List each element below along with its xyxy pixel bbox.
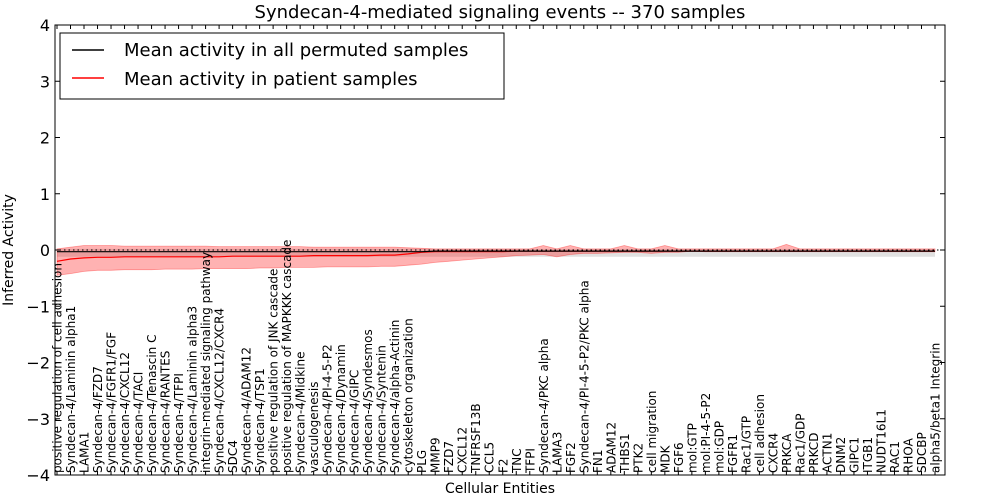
x-tick-label: SDCBP	[915, 432, 929, 473]
y-tick-label: −2	[26, 354, 50, 373]
x-tick-label: positive regulation of JNK cascade	[267, 269, 281, 473]
x-tick-label: Syndecan-4/Syntenin	[375, 345, 389, 473]
x-tick-label: FGF6	[672, 442, 686, 473]
x-tick-label: Syndecan-4/RANTES	[159, 351, 173, 473]
x-tick-label: Rac1/GDP	[793, 413, 807, 472]
legend-box	[59, 32, 505, 100]
x-tick-label: FZD7	[442, 441, 456, 473]
x-tick-label: Syndecan-4/TFPI	[172, 373, 186, 473]
x-tick-label: ACTN1	[820, 433, 834, 473]
x-tick-label: Syndecan-4/Midkine	[294, 351, 308, 472]
x-tick-label: RAC1	[888, 441, 902, 473]
y-tick-label: 3	[40, 72, 50, 91]
x-tick-label: Syndecan-4/ADAM12	[240, 347, 254, 473]
x-tick-label: integrin-mediated signaling pathway	[199, 252, 213, 473]
x-tick-label: Syndecan-4/CXCL12	[118, 352, 132, 473]
series-line-layer	[56, 250, 935, 262]
x-tick-label: ITGB1	[861, 437, 875, 473]
x-tick-label: RHOA	[902, 437, 916, 473]
x-tick-label: F2	[496, 458, 510, 473]
x-tick-label: mol:GDP	[712, 421, 726, 473]
x-tick-label: MDK	[658, 444, 672, 473]
x-tick-label: Syndecan-4/CXCL12/CXCR4	[213, 308, 227, 473]
x-tick-label: Syndecan-4/alpha-Actinin	[388, 320, 402, 473]
x-tick-label: Syndecan-4/PI-4-5-P2	[321, 344, 335, 473]
x-tick-label: vasculogenesis	[307, 382, 321, 473]
x-tick-label: Syndecan-4/Laminin alpha1	[64, 306, 78, 473]
y-tick-label: 0	[40, 241, 50, 260]
x-tick-label: cell adhesion	[753, 394, 767, 473]
x-tick-label: Syndecan-4/PKC alpha	[537, 338, 551, 473]
x-tick-label: LAMA3	[550, 432, 564, 473]
y-tick-label: −3	[26, 410, 50, 429]
x-tick-label: GIPC1	[848, 437, 862, 473]
x-tick-label: PRKCD	[807, 433, 821, 473]
x-tick-label: TFPI	[523, 448, 537, 474]
x-tick-label: MMP9	[429, 437, 443, 473]
y-axis-label: Inferred Activity	[1, 194, 17, 306]
x-axis-ticks: positive regulation of cell adhesion Synd…	[51, 25, 943, 475]
x-axis-label: Cellular Entities	[445, 481, 555, 497]
x-tick-label: CCL5	[483, 442, 497, 473]
y-tick-label: 2	[40, 129, 50, 148]
x-tick-label: Syndecan-4/PI-4-5-P2/PKC alpha	[577, 280, 591, 473]
x-tick-label: Syndecan-4/Syndesmos	[361, 329, 375, 473]
x-tick-label: PRKCA	[780, 433, 794, 473]
y-tick-label: 4	[40, 16, 50, 35]
legend-label-permuted: Mean activity in all permuted samples	[124, 40, 468, 61]
permuted-mean-line	[57, 250, 935, 253]
x-tick-label: alpha5/beta1 Integrin	[929, 343, 943, 473]
y-tick-label: −4	[26, 466, 50, 485]
x-tick-label: TNFRSF13B	[469, 403, 483, 474]
legend: Mean activity in all permuted samples Me…	[59, 32, 505, 100]
legend-label-patient: Mean activity in patient samples	[124, 69, 418, 90]
x-tick-label: Syndecan-4/Laminin alpha3	[186, 306, 200, 473]
x-tick-label: Syndecan-4/FGFR1/FGF	[105, 332, 119, 473]
x-tick-label: FGFR1	[726, 434, 740, 473]
x-tick-label: FGF2	[564, 442, 578, 473]
x-tick-label: positive regulation of MAPKKK cascade	[280, 240, 294, 473]
y-axis-ticks: −4 −3 −2 −1 0 1 2 3 4	[26, 16, 945, 485]
x-tick-label: DNM2	[834, 437, 848, 473]
x-tick-label: cell migration	[645, 391, 659, 473]
x-tick-label: THBS1	[618, 433, 632, 474]
y-tick-label: 1	[40, 185, 50, 204]
x-tick-label: mol:PI-4-5-P2	[699, 393, 713, 473]
x-tick-label: Syndecan-4/TSP1	[253, 368, 267, 473]
x-tick-label: positive regulation of cell adhesion	[51, 263, 65, 473]
x-tick-label: cytoskeleton organization	[402, 318, 416, 473]
x-tick-label: TNC	[510, 448, 524, 474]
chart-title: Syndecan-4-mediated signaling events -- …	[255, 2, 746, 23]
x-tick-label: Rac1/GTP	[739, 416, 753, 473]
x-tick-label: FN1	[591, 449, 605, 473]
x-tick-label: LAMA1	[78, 432, 92, 473]
x-tick-label: Syndecan-4/Dynamin	[334, 344, 348, 473]
x-tick-label: SDC4	[226, 440, 240, 473]
x-tick-label: Syndecan-4/FZD7	[91, 366, 105, 473]
y-tick-label: −1	[26, 297, 50, 316]
x-tick-label: CXCR4	[766, 433, 780, 473]
x-tick-label: ADAM12	[604, 422, 618, 473]
x-tick-label: Syndecan-4/Tenascin C	[145, 335, 159, 474]
x-tick-label: Syndecan-4/TACI	[132, 372, 146, 473]
x-tick-label: PLG	[415, 450, 429, 473]
x-tick-label: Syndecan-4/GIPC	[348, 370, 362, 473]
x-tick-label: NUDT16L1	[875, 409, 889, 473]
x-tick-label: mol:GTP	[685, 423, 699, 473]
x-tick-label: CXCL12	[456, 427, 470, 473]
x-tick-label: PTK2	[631, 443, 645, 473]
